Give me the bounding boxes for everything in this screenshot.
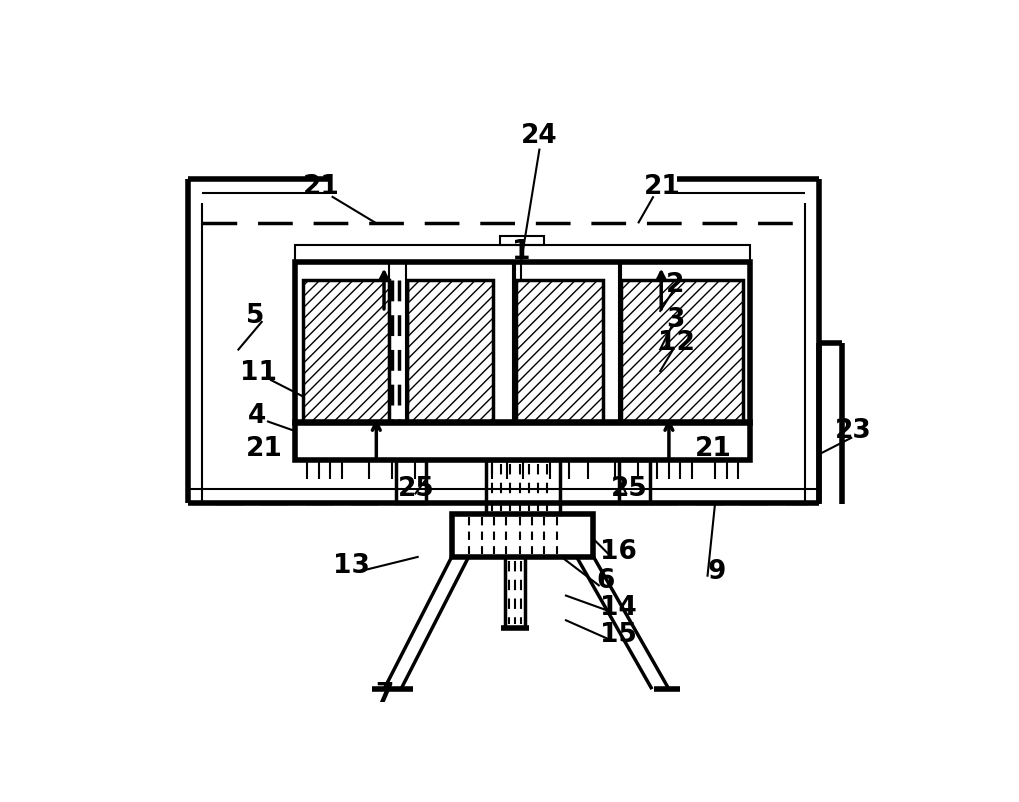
Text: 21: 21: [247, 436, 283, 462]
Text: 1: 1: [512, 239, 530, 265]
Text: 3: 3: [665, 306, 685, 333]
Text: 15: 15: [600, 622, 637, 648]
Text: 21: 21: [695, 436, 732, 462]
Text: 21: 21: [644, 174, 681, 200]
Bar: [517, 280, 602, 422]
Bar: [499, 236, 544, 245]
Text: 16: 16: [599, 539, 637, 565]
Text: 5: 5: [247, 302, 265, 329]
Bar: [296, 261, 750, 423]
Bar: [451, 514, 593, 557]
Text: 12: 12: [658, 330, 695, 355]
Text: 24: 24: [522, 124, 557, 149]
Text: 6: 6: [596, 569, 615, 594]
Text: 2: 2: [665, 272, 685, 298]
Text: 7: 7: [375, 683, 393, 708]
Text: 14: 14: [600, 595, 637, 622]
Bar: [619, 460, 650, 503]
Text: 21: 21: [303, 174, 339, 200]
Bar: [304, 280, 389, 422]
Text: 4: 4: [248, 403, 266, 429]
Bar: [296, 245, 750, 261]
Bar: [622, 280, 743, 422]
Text: 11: 11: [240, 360, 277, 387]
Bar: [408, 280, 493, 422]
Text: 23: 23: [836, 418, 872, 444]
Text: 25: 25: [398, 476, 435, 502]
Bar: [296, 422, 750, 460]
Text: 25: 25: [611, 476, 648, 502]
Bar: [486, 460, 559, 514]
Text: 9: 9: [707, 559, 726, 585]
Bar: [395, 460, 426, 503]
Text: 13: 13: [333, 553, 370, 579]
